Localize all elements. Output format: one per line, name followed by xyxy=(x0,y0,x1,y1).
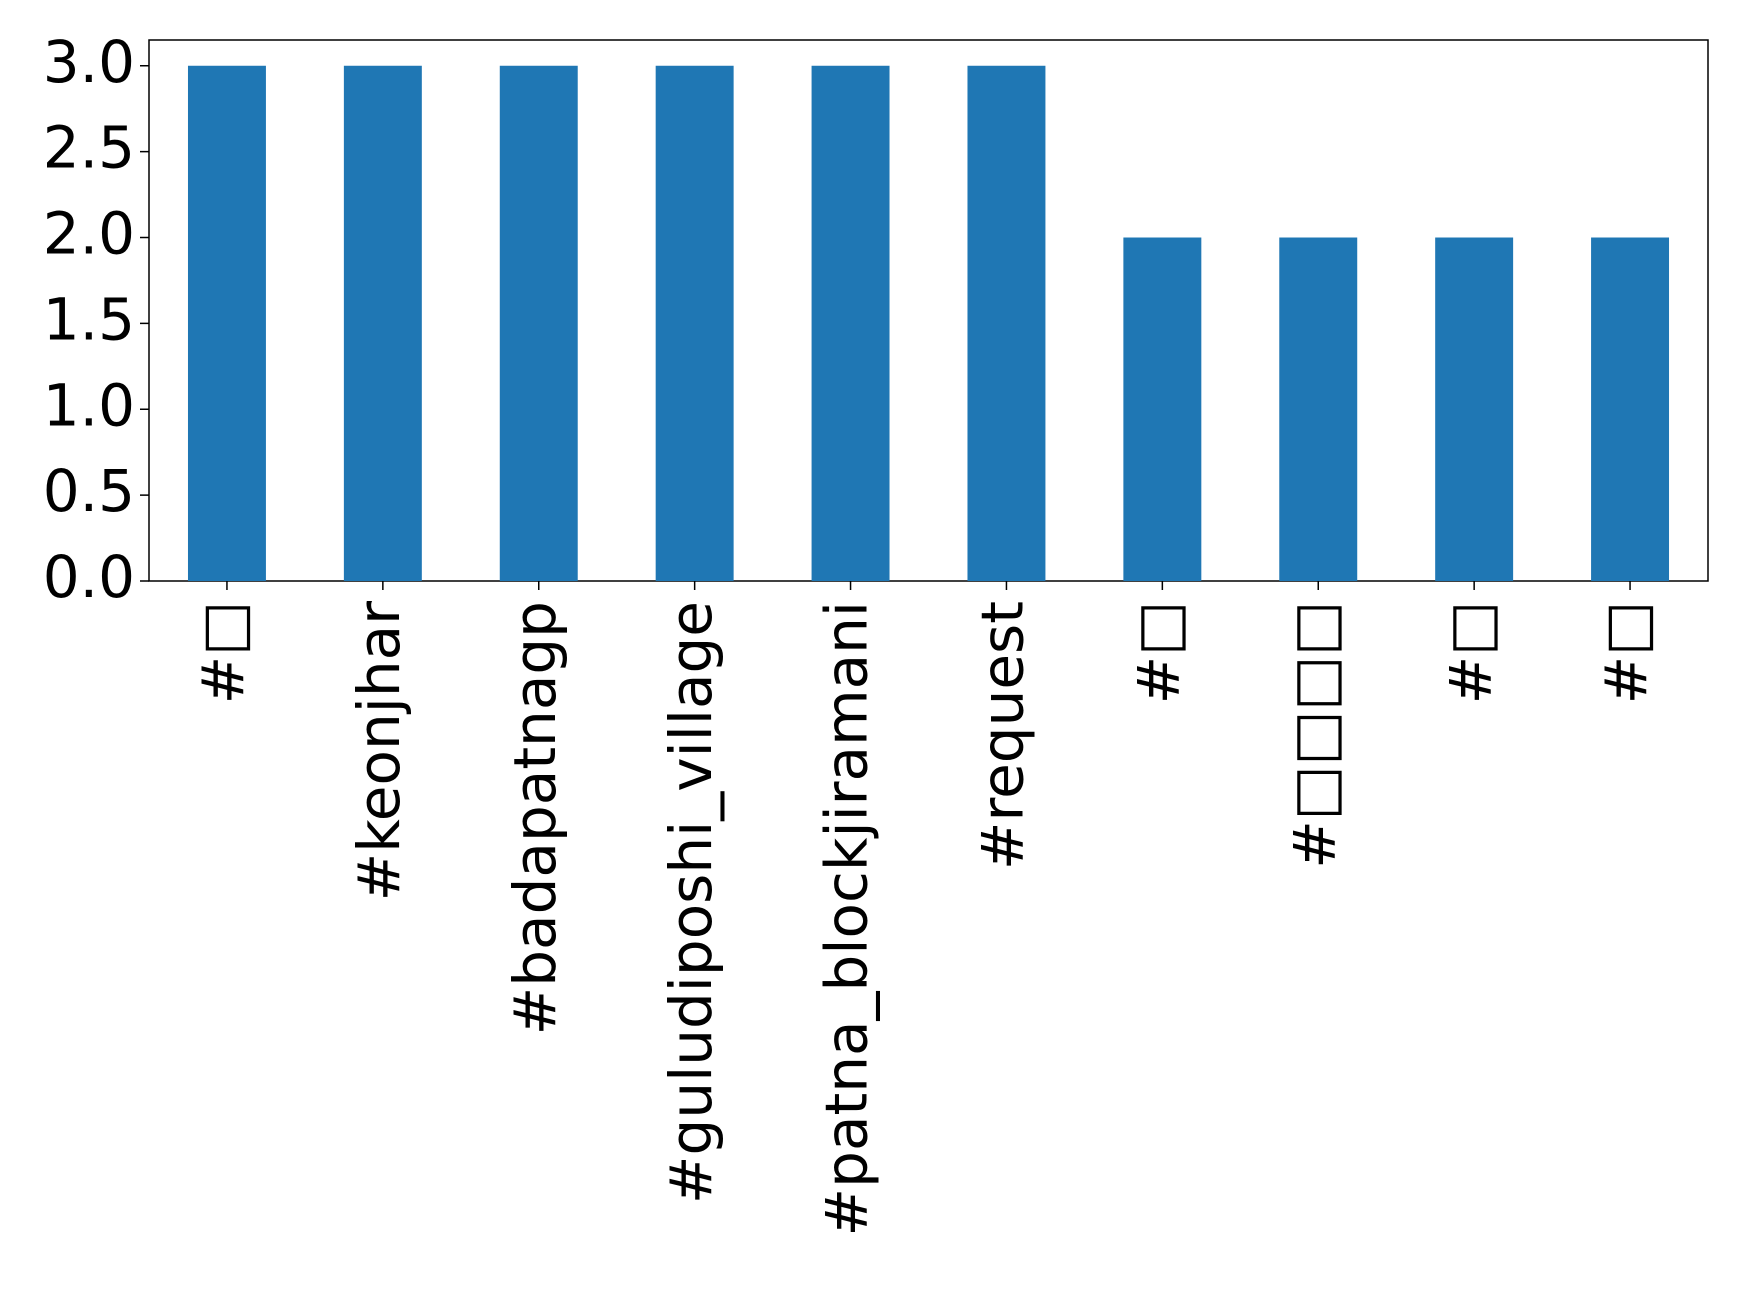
axes-frame xyxy=(148,39,1709,582)
bar xyxy=(1279,237,1358,581)
bar xyxy=(187,65,266,581)
bar xyxy=(499,65,578,581)
x-tick-label: #□□□□ xyxy=(1280,601,1348,869)
y-tick-label: 2.5 xyxy=(43,114,135,182)
y-tick-label: 0.5 xyxy=(43,457,135,525)
bar xyxy=(811,65,890,581)
x-tick-label: #keonjhar xyxy=(345,601,413,901)
bar xyxy=(655,65,734,581)
y-tick-label: 2.0 xyxy=(43,200,135,268)
bar xyxy=(1591,237,1670,581)
y-tick-label: 1.5 xyxy=(43,285,135,353)
x-tick-label: #□ xyxy=(189,601,257,704)
bar xyxy=(343,65,422,581)
x-tick-label: #badapatnagp xyxy=(501,601,569,1035)
x-tick-label: #patna_blockjiramani xyxy=(813,601,881,1236)
x-tick-label: #request xyxy=(969,601,1037,870)
x-tick-label: #□ xyxy=(1592,601,1660,704)
bar xyxy=(1123,237,1202,581)
y-tick-label: 3.0 xyxy=(43,28,135,96)
y-tick-label: 0.0 xyxy=(43,543,135,611)
y-tick-label: 1.0 xyxy=(43,371,135,439)
x-tick-label: #□ xyxy=(1436,601,1504,704)
bar xyxy=(967,65,1046,581)
x-tick-label: #guludiposhi_village xyxy=(657,601,725,1204)
bar xyxy=(1435,237,1514,581)
x-tick-label: #□ xyxy=(1124,601,1192,704)
